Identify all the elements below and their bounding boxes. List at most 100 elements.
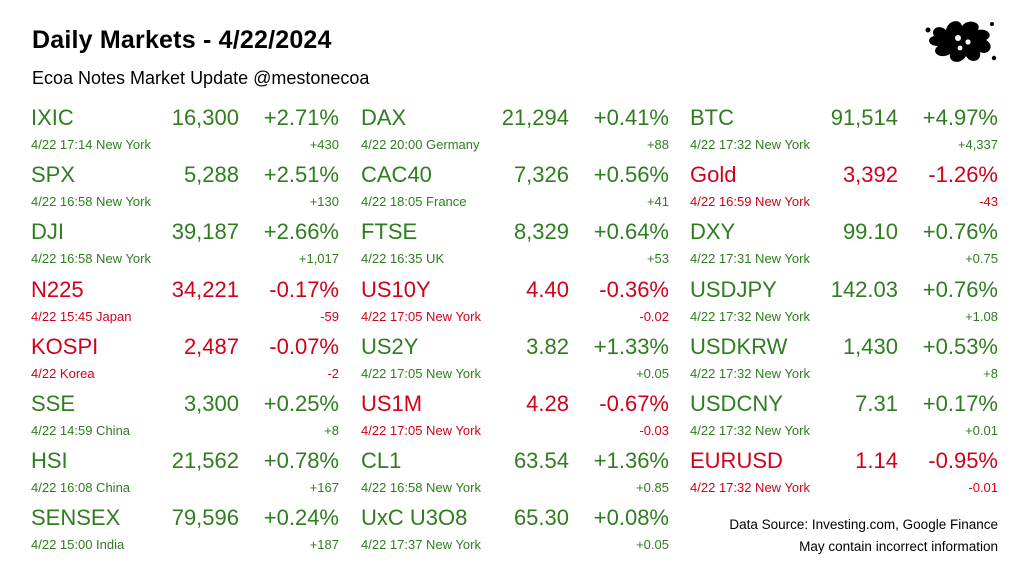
absolute-change: -0.03 (639, 422, 669, 438)
timestamp-location: 4/22 Korea (31, 365, 95, 381)
market-entry: BTC 91,514 +4.97% 4/22 17:32 New York +4,337 (690, 104, 998, 161)
timestamp-location: 4/22 16:59 New York (690, 194, 810, 210)
ticker-symbol: Gold (690, 162, 737, 188)
market-column-1: IXIC 16,300 +2.71% 4/22 17:14 New York +430 S… (31, 104, 339, 562)
market-entry: UxC U3O8 65.30 +0.08% 4/22 17:37 New York +0… (361, 504, 669, 561)
timestamp-location: 4/22 16:58 New York (31, 251, 151, 267)
ticker-symbol: US1M (361, 390, 423, 416)
ticker-symbol: SSE (31, 390, 76, 416)
absolute-change: +187 (309, 537, 339, 553)
ink-splat-logo-icon (925, 21, 997, 62)
market-entry: US2Y 3.82 +1.33% 4/22 17:05 New York +0.05 (361, 333, 669, 390)
ticker-symbol: KOSPI (31, 333, 99, 359)
percent-change: +0.64% (593, 219, 669, 245)
timestamp-location: 4/22 17:32 New York (690, 365, 810, 381)
absolute-change: +0.05 (636, 537, 669, 553)
percent-change: +0.56% (593, 162, 669, 188)
price-value: 1,430 (842, 333, 898, 359)
timestamp-location: 4/22 17:32 New York (690, 308, 810, 324)
price-value: 63.54 (513, 448, 569, 474)
price-value: 21,294 (501, 105, 569, 130)
market-entry: SPX 5,288 +2.51% 4/22 16:58 New York +130 (31, 161, 339, 218)
timestamp-location: 4/22 17:32 New York (690, 480, 810, 496)
percent-change: +2.51% (263, 162, 339, 188)
timestamp-location: 4/22 16:58 New York (361, 480, 481, 496)
timestamp-location: 4/22 17:05 New York (361, 422, 481, 438)
market-entry: CAC40 7,326 +0.56% 4/22 18:05 France +41 (361, 161, 669, 218)
ticker-symbol: EURUSD (690, 448, 783, 474)
price-value: 142.03 (830, 276, 898, 302)
price-value: 7.31 (855, 390, 898, 416)
market-entry: US1M 4.28 -0.67% 4/22 17:05 New York -0.03 (361, 390, 669, 447)
price-value: 8,329 (513, 219, 569, 245)
absolute-change: -59 (320, 308, 339, 324)
price-value: 7,326 (513, 162, 569, 188)
market-entry: USDKRW 1,430 +0.53% 4/22 17:32 New York +8 (690, 333, 998, 390)
timestamp-location: 4/22 20:00 Germany (361, 137, 480, 152)
price-value: 5,288 (183, 162, 239, 188)
market-entry: USDCNY 7.31 +0.17% 4/22 17:32 New York +0.01 (690, 390, 998, 447)
market-entry: DJI 39,187 +2.66% 4/22 16:58 New York +1,017 (31, 218, 339, 275)
data-source-note: Data Source: Investing.com, Google Finan… (729, 517, 998, 532)
percent-change: +0.25% (263, 390, 339, 416)
percent-change: +4.97% (922, 105, 998, 130)
absolute-change: +0.85 (636, 480, 669, 496)
timestamp-location: 4/22 17:37 New York (361, 537, 481, 553)
market-entry: DAX 21,294 +0.41% 4/22 20:00 Germany +88 (361, 104, 669, 161)
ticker-symbol: DJI (31, 219, 64, 245)
timestamp-location: 4/22 17:05 New York (361, 365, 481, 381)
percent-change: -0.17% (269, 276, 339, 302)
timestamp-location: 4/22 17:14 New York (31, 137, 151, 152)
market-entry: IXIC 16,300 +2.71% 4/22 17:14 New York +430 (31, 104, 339, 161)
ticker-symbol: N225 (31, 276, 84, 302)
absolute-change: +1.08 (965, 308, 998, 324)
market-column-3: BTC 91,514 +4.97% 4/22 17:32 New York +4,337… (690, 104, 998, 504)
percent-change: -0.95% (928, 448, 998, 474)
percent-change: +0.76% (922, 219, 998, 245)
ticker-symbol: US10Y (361, 276, 431, 302)
page-title: Daily Markets - 4/22/2024 (32, 26, 332, 54)
absolute-change: +130 (309, 194, 339, 210)
price-value: 21,562 (171, 448, 239, 474)
price-value: 99.10 (842, 219, 898, 245)
ticker-symbol: IXIC (31, 105, 74, 130)
absolute-change: -2 (327, 365, 339, 381)
price-value: 65.30 (513, 505, 569, 531)
price-value: 91,514 (830, 105, 898, 130)
ticker-symbol: HSI (31, 448, 68, 474)
absolute-change: +0.01 (965, 422, 998, 438)
timestamp-location: 4/22 14:59 China (31, 422, 131, 438)
timestamp-location: 4/22 16:35 UK (361, 251, 445, 267)
percent-change: +0.08% (593, 505, 669, 531)
percent-change: -0.36% (599, 276, 669, 302)
market-entry: HSI 21,562 +0.78% 4/22 16:08 China +167 (31, 447, 339, 504)
timestamp-location: 4/22 17:32 New York (690, 137, 810, 152)
absolute-change: -0.02 (639, 308, 669, 324)
percent-change: +2.71% (263, 105, 339, 130)
price-value: 4.28 (526, 390, 569, 416)
ticker-symbol: CL1 (361, 448, 402, 474)
percent-change: +1.36% (593, 448, 669, 474)
timestamp-location: 4/22 15:00 India (31, 537, 125, 553)
timestamp-location: 4/22 17:31 New York (690, 251, 810, 267)
market-entry: US10Y 4.40 -0.36% 4/22 17:05 New York -0.02 (361, 276, 669, 333)
timestamp-location: 4/22 16:08 China (31, 480, 131, 496)
price-value: 16,300 (171, 105, 239, 130)
absolute-change: +0.75 (965, 251, 998, 267)
absolute-change: +0.05 (636, 365, 669, 381)
market-entry: FTSE 8,329 +0.64% 4/22 16:35 UK +53 (361, 218, 669, 275)
ticker-symbol: USDKRW (690, 333, 788, 359)
page-subtitle: Ecoa Notes Market Update @mestonecoa (32, 68, 370, 88)
ticker-symbol: UxC U3O8 (361, 505, 468, 531)
market-entry: CL1 63.54 +1.36% 4/22 16:58 New York +0.85 (361, 447, 669, 504)
market-entry: EURUSD 1.14 -0.95% 4/22 17:32 New York -0.01 (690, 447, 998, 504)
price-value: 3.82 (526, 333, 569, 359)
price-value: 4.40 (526, 276, 569, 302)
absolute-change: +430 (309, 137, 339, 152)
ticker-symbol: USDJPY (690, 276, 777, 302)
percent-change: +0.76% (922, 276, 998, 302)
market-column-2: DAX 21,294 +0.41% 4/22 20:00 Germany +88 CAC4… (361, 104, 669, 562)
price-value: 3,300 (183, 390, 239, 416)
ticker-symbol: CAC40 (361, 162, 432, 188)
market-entry: N225 34,221 -0.17% 4/22 15:45 Japan -59 (31, 276, 339, 333)
